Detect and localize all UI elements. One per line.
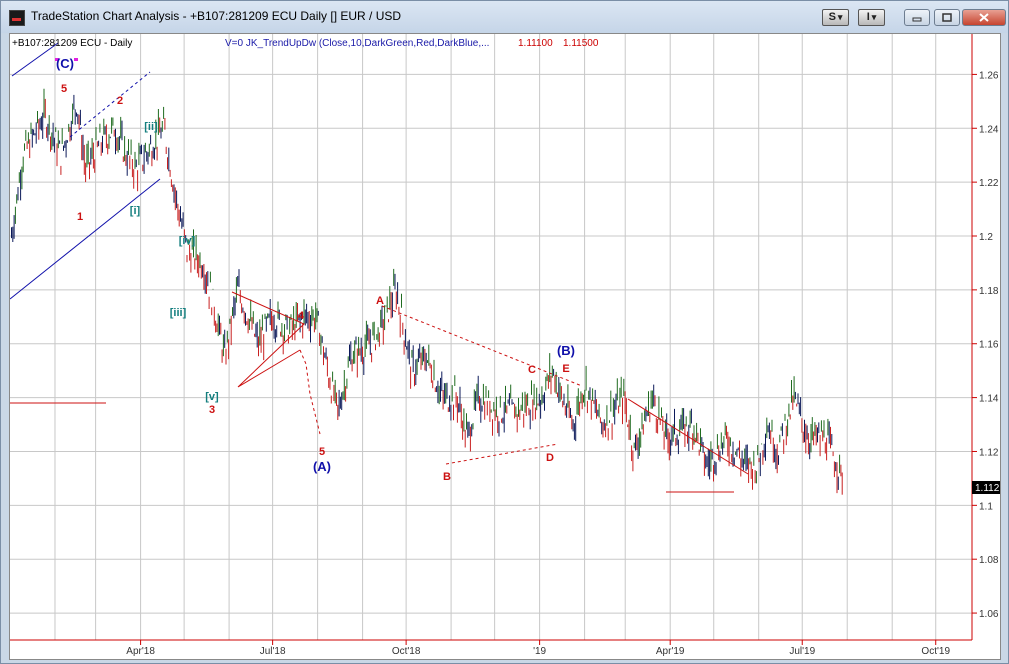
last-price-label: 1.112 [975,483,1000,494]
wave-label: [iii] [170,307,187,319]
s-button-label: S [828,11,836,23]
price-tick-label: 1.06 [979,609,999,620]
price-tick-label: 1.24 [979,124,999,135]
wave-label: A [376,295,384,307]
price-tick-label: 1.12 [979,447,999,458]
wave-label: 1 [77,211,83,223]
price-tick-label: 1.2 [979,232,993,243]
time-tick-label: '19 [533,646,546,657]
chevron-down-icon: ▾ [837,12,843,22]
price-axis[interactable]: 1.26 1.24 1.22 1.2 1.18 1.16 1.14 1.12 1.1 1.08 1.… [972,70,999,620]
last-price-marker [972,481,1000,494]
indicator-value-1: 1.11100 [518,38,553,49]
i-button-label: I [866,11,870,23]
close-button[interactable] [962,9,1006,26]
marker-dot [55,58,59,61]
price-tick-label: 1.16 [979,340,999,351]
indicator-label: V=0 JK_TrendUpDw (Close,10,DarkGreen,Red… [225,38,489,49]
chart-grid [10,34,972,640]
triangle-pattern [231,291,305,388]
wave-label: [i] [130,205,141,217]
minimize-button[interactable] [904,9,930,26]
s-menu-button[interactable]: S ▾ [822,9,849,26]
marker-dot [74,58,78,61]
wave-label: (A) [313,459,331,474]
wave-label: [v] [205,391,219,403]
wave-label: C [528,364,536,376]
wave-label: 4 [298,310,305,322]
maximize-button[interactable] [934,9,960,26]
abcde-lower-line [445,443,559,465]
symbol-label: +B107:281209 ECU - Daily [12,38,132,49]
wave-label: (C) [56,56,74,71]
wave-overlays [9,42,749,493]
price-tick-label: 1.18 [979,286,999,297]
wave-label: D [546,452,554,464]
close-icon [979,13,989,22]
price-chart-svg[interactable]: (C)52[ii]1 [i][iv][iii][v]345(A)ABCD(B)E … [9,34,1000,659]
price-tick-label: 1.08 [979,555,999,566]
i-menu-button[interactable]: I ▾ [858,9,885,26]
channel-line-lower [9,178,161,300]
wave-label: E [562,363,569,375]
price-tick-label: 1.26 [979,70,999,81]
channel-line-upper [11,42,59,77]
chevron-down-icon: ▾ [871,12,877,22]
wave-5-dashed [299,349,321,435]
time-tick-label: Jul'18 [260,646,286,657]
price-tick-label: 1.22 [979,178,999,189]
time-tick-label: Apr'19 [656,646,685,657]
maximize-icon [942,13,952,22]
wave-label: [ii] [144,121,158,133]
time-tick-label: Oct'19 [921,646,950,657]
wave-label: 2 [117,95,123,107]
price-chart[interactable]: (C) 5 2 [ii] 1 [i] [iv] [iii] [v] 3 4 5 (A) A B C D (B) E … [9,33,1001,660]
ohlc-bars [11,88,843,495]
time-tick-label: Jul'19 [789,646,815,657]
wave-label: 3 [209,404,215,416]
falling-trendline [627,398,749,475]
indicator-value-2: 1.11500 [563,38,599,49]
window-title: TradeStation Chart Analysis - +B107:2812… [31,9,402,23]
time-tick-label: Apr'18 [126,646,155,657]
title-bar[interactable]: TradeStation Chart Analysis - +B107:2812… [1,1,1008,33]
time-tick-label: Oct'18 [392,646,421,657]
minimize-icon [912,17,922,22]
wave-label: B [443,471,451,483]
wave-label: 5 [319,446,325,458]
wave-label: 5 [61,83,67,95]
wave-label: (B) [557,343,575,358]
tradestation-app-icon [9,10,25,26]
price-tick-label: 1.1 [979,501,993,512]
wave-label: [iv] [179,235,196,247]
price-tick-label: 1.14 [979,394,999,405]
channel-line-dashed [69,71,151,138]
time-axis[interactable]: Apr'18 Jul'18 Oct'18 '19 Apr'19 Jul'19 Oct'19 [126,640,950,657]
